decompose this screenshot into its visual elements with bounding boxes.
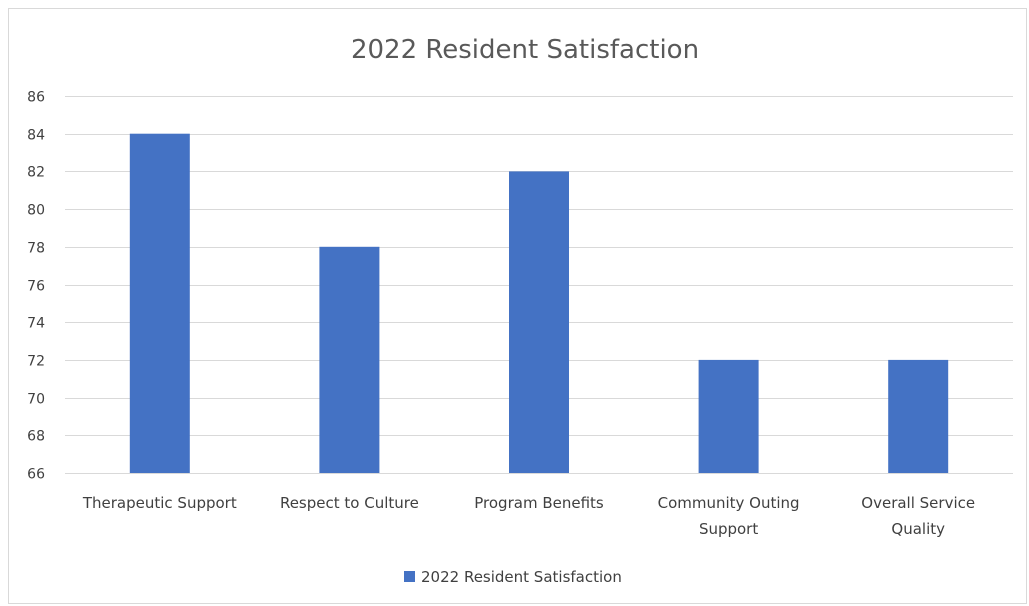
x-tick-label: Program Benefits	[474, 494, 604, 512]
chart-title: 2022 Resident Satisfaction	[351, 35, 699, 65]
y-tick-label: 82	[27, 165, 45, 181]
y-tick-label: 74	[27, 316, 45, 332]
x-tick-label: Respect to Culture	[280, 494, 419, 512]
y-tick-label: 68	[27, 429, 45, 445]
x-tick-label: Support	[699, 520, 758, 538]
x-tick-label: Quality	[891, 520, 945, 538]
y-tick-label: 86	[27, 90, 45, 106]
bar	[509, 171, 569, 473]
y-axis-ticks: 66 68 70 72 74 76 78 80 82 84 86	[27, 90, 45, 483]
legend-label: 2022 Resident Satisfaction	[421, 568, 622, 586]
y-tick-label: 76	[27, 279, 45, 295]
x-axis-labels: Therapeutic Support Respect to Culture Pro…	[82, 494, 975, 538]
bar	[129, 133, 190, 473]
bar	[888, 359, 949, 473]
y-tick-label: 84	[27, 128, 45, 144]
y-tick-label: 80	[27, 203, 45, 219]
x-tick-label: Therapeutic Support	[82, 494, 237, 512]
y-tick-label: 66	[27, 467, 45, 483]
bar	[319, 246, 380, 473]
bar	[698, 359, 759, 473]
legend-swatch	[404, 571, 415, 582]
bars	[129, 133, 949, 473]
y-tick-label: 78	[27, 241, 45, 257]
x-tick-label: Community Outing	[658, 494, 800, 512]
y-tick-label: 70	[27, 392, 45, 408]
y-tick-label: 72	[27, 354, 45, 370]
x-tick-label: Overall Service	[861, 494, 975, 512]
legend: 2022 Resident Satisfaction	[404, 568, 622, 586]
